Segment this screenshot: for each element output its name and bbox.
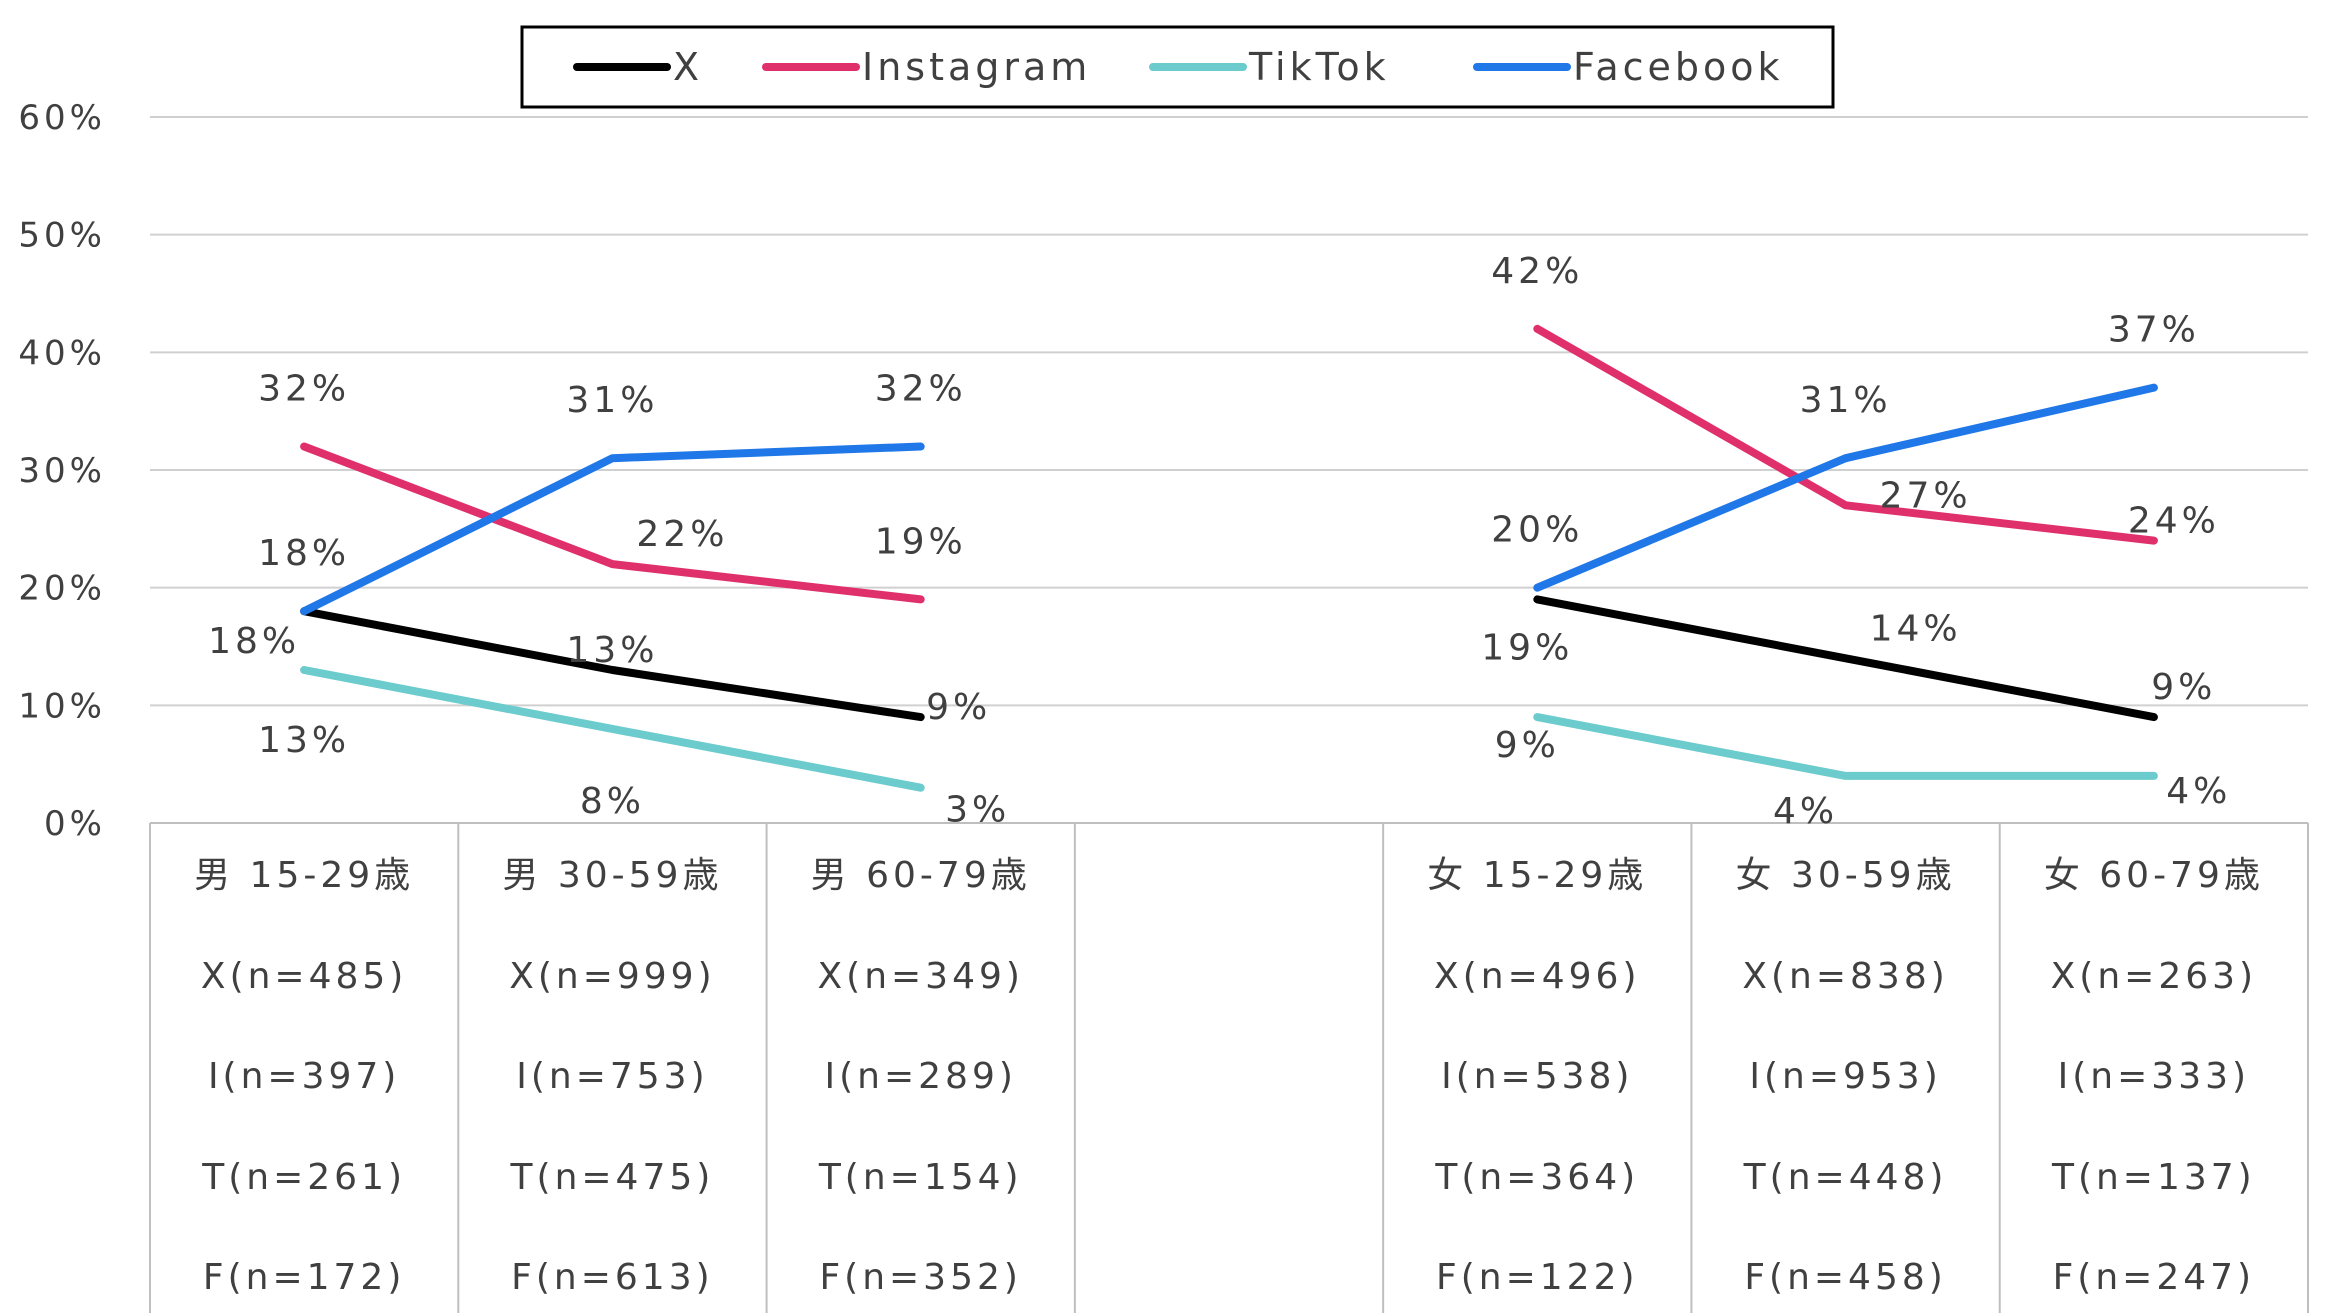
legend-label-tiktok: TikTok: [1248, 45, 1390, 89]
sample-size-label: T(n=261): [201, 1157, 406, 1198]
category-label: 男 30-59歳: [502, 855, 722, 896]
y-tick-label: 60%: [18, 98, 106, 138]
sample-size-label: I(n=397): [208, 1056, 400, 1097]
data-label: 8%: [580, 781, 645, 822]
data-label: 14%: [1870, 608, 1962, 649]
category-label: 男 60-79歳: [811, 855, 1031, 896]
sample-size-label: T(n=475): [510, 1157, 715, 1198]
data-label: 19%: [875, 521, 967, 562]
series-line-tiktok: [300, 666, 925, 792]
gridlines: [150, 116, 2308, 707]
data-label: 27%: [1880, 475, 1972, 516]
y-tick-label: 40%: [18, 333, 106, 373]
category-label: 女 60-79歳: [2044, 855, 2264, 896]
data-label: 18%: [258, 533, 350, 574]
sample-size-label: T(n=448): [1743, 1157, 1948, 1198]
sample-size-label: X(n=838): [1742, 956, 1948, 997]
data-label: 32%: [875, 368, 967, 409]
legend-label-facebook: Facebook: [1573, 45, 1784, 89]
sample-size-label: T(n=364): [1434, 1157, 1639, 1198]
sample-size-label: X(n=263): [2051, 956, 2257, 997]
sample-size-label: X(n=349): [817, 956, 1023, 997]
y-tick-label: 10%: [18, 686, 106, 726]
sample-size-label: X(n=496): [1434, 956, 1640, 997]
series-lines: [300, 324, 2158, 792]
sample-size-label: X(n=999): [509, 956, 715, 997]
sample-size-label: T(n=137): [2051, 1157, 2256, 1198]
sample-size-label: F(n=122): [1436, 1257, 1639, 1298]
series-line-x: [1533, 595, 2158, 722]
data-label: 22%: [636, 514, 728, 555]
data-label: 32%: [258, 368, 350, 409]
sample-size-label: F(n=247): [2053, 1257, 2256, 1298]
category-table: 男 15-29歳 X(n=485) I(n=397) T(n=261) F(n=172)…: [149, 822, 2309, 1313]
series-line-facebook: [1533, 383, 2158, 592]
y-tick-label: 50%: [18, 216, 106, 256]
sample-size-label: I(n=753): [516, 1056, 708, 1097]
sample-size-label: F(n=613): [511, 1257, 714, 1298]
data-label: 13%: [566, 630, 658, 671]
sample-size-label: I(n=953): [1749, 1056, 1941, 1097]
category-label: 男 15-29歳: [194, 855, 414, 896]
data-label: 31%: [1800, 380, 1892, 421]
y-tick-label: 20%: [18, 569, 106, 609]
data-label: 9%: [1495, 725, 1560, 766]
sample-size-label: I(n=333): [2058, 1056, 2250, 1097]
series-line-facebook: [300, 442, 925, 616]
data-label: 20%: [1491, 510, 1583, 551]
sample-size-label: X(n=485): [201, 956, 407, 997]
sample-size-label: I(n=289): [825, 1056, 1017, 1097]
y-tick-label: 30%: [18, 451, 106, 491]
data-label: 18%: [208, 621, 300, 662]
data-label: 31%: [566, 380, 658, 421]
data-label: 42%: [1491, 251, 1583, 292]
legend: X Instagram TikTok Facebook: [520, 25, 1835, 109]
data-label: 9%: [2151, 667, 2216, 708]
series-line-instagram: [1533, 324, 2158, 545]
legend-label-instagram: Instagram: [862, 45, 1091, 89]
data-label: 13%: [258, 720, 350, 761]
sample-size-label: F(n=458): [1744, 1257, 1947, 1298]
data-label: 4%: [2166, 771, 2231, 812]
sample-size-label: I(n=538): [1441, 1056, 1633, 1097]
category-label: 女 30-59歳: [1736, 855, 1956, 896]
series-line-instagram: [300, 442, 925, 604]
sample-size-label: F(n=352): [819, 1257, 1022, 1298]
data-label: 19%: [1481, 627, 1573, 668]
data-label: 24%: [2128, 501, 2220, 542]
data-label: 37%: [2108, 310, 2200, 351]
legend-label-x: X: [673, 45, 703, 89]
category-label: 女 15-29歳: [1427, 855, 1647, 896]
sample-size-label: T(n=154): [818, 1157, 1023, 1198]
y-axis: 0% 10% 20% 30% 40% 50% 60%: [18, 98, 106, 844]
data-labels: 18% 13% 9% 19% 14% 9% 32% 22% 19% 42% 27% 24% 13% 8% 3…: [208, 251, 2231, 832]
data-label: 4%: [1773, 791, 1838, 832]
data-label: 9%: [926, 687, 991, 728]
data-label: 3%: [945, 790, 1010, 831]
series-line-x: [300, 607, 925, 722]
series-line-tiktok: [1533, 713, 2158, 780]
y-tick-label: 0%: [44, 804, 106, 844]
sample-size-label: F(n=172): [203, 1257, 406, 1298]
